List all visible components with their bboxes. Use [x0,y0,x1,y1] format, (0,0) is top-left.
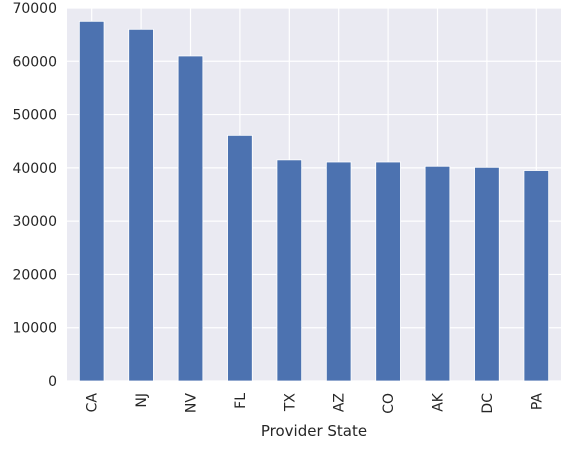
bars [78,20,550,382]
bar-nv [177,55,204,382]
x-tick-label: AK [431,392,447,412]
y-tick-label: 50000 [12,108,57,124]
y-tick-label: 60000 [12,54,57,70]
y-tick-label: 20000 [12,267,57,283]
x-tick-label: DC [480,393,496,414]
x-tick-label: NJ [134,393,150,408]
bar-co [375,161,401,382]
y-tick-label: 40000 [12,161,57,177]
x-tick-label: NV [184,393,200,413]
y-tick-label: 10000 [12,321,57,337]
x-tick-label: PA [529,393,545,411]
x-tick-label: FL [233,393,249,409]
x-tick-label: CA [85,393,101,413]
y-tick-label: 70000 [12,1,57,17]
y-tick-label: 30000 [12,214,57,230]
x-tick-label: CO [381,393,397,414]
y-axis-ticks: 0 10000 20000 30000 40000 50000 60000 70000 [12,1,57,390]
bar-tx [276,159,303,382]
x-tick-label: AZ [332,393,348,412]
bar-ca [78,20,105,382]
bar-pa [523,170,550,382]
x-axis-ticks: CA NJ NV FL TX AZ CO AK DC PA [85,392,546,414]
x-axis-label: Provider State [261,422,367,440]
bar-ak [424,165,451,382]
bar-fl [227,134,253,382]
x-tick-label: TX [282,393,298,413]
y-tick-label: 0 [48,374,57,390]
bar-az [325,161,352,382]
bar-dc [474,166,500,382]
bar-nj [128,28,154,382]
